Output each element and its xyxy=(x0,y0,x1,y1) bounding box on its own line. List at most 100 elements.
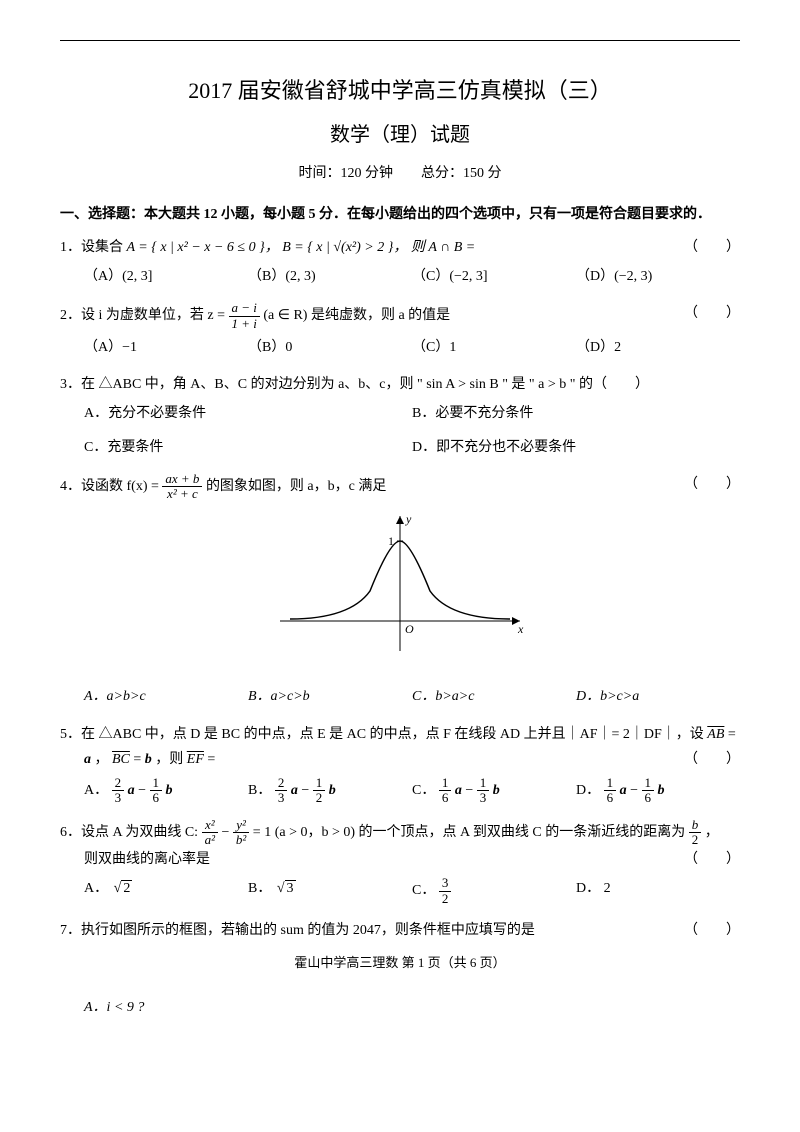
q4-fraction: ax + b x² + c xyxy=(162,472,202,502)
q2-opt-b: （B）0 xyxy=(248,331,412,364)
q2-stem-pre: 2．设 i 为虚数单位，若 z = xyxy=(60,308,229,323)
q5-options: A． 23 a − 16 b B． 23 a − 12 b C． 16 a − … xyxy=(84,772,740,810)
q7-opt-a: A．i < 9 ? xyxy=(84,1000,144,1015)
q5-c-b: b xyxy=(493,783,500,798)
x-label: x xyxy=(517,622,524,636)
q5-a-f1: 23 xyxy=(112,776,125,806)
q5-ab: AB xyxy=(707,727,724,742)
q6-minus: − xyxy=(221,825,232,840)
q1-opt-b: （B）(2, 3) xyxy=(248,260,412,293)
q4-stem-pre: 4．设函数 f(x) = xyxy=(60,479,162,494)
q5-s3: ， xyxy=(95,752,109,767)
q6-opt-c: C． 32 xyxy=(412,872,576,910)
q5-opt-c: C． 16 a − 13 b xyxy=(412,772,576,810)
q5-c-a: a xyxy=(455,783,462,798)
q5-opt-d: D． 16 a − 16 b xyxy=(576,772,740,810)
q6-blank: （ ） xyxy=(684,847,740,872)
q1-opt-a: （A）(2, 3] xyxy=(84,260,248,293)
q5-a: a xyxy=(84,752,91,767)
q3-options: A．充分不必要条件 B．必要不充分条件 C．充要条件 D．即不充分也不必要条件 xyxy=(84,397,740,463)
q6-s1: 6．设点 A 为双曲线 C: xyxy=(60,825,202,840)
page-subtitle: 数学（理）试题 xyxy=(60,117,740,153)
question-6: 6．设点 A 为双曲线 C: x²a² − y²b² = 1 (a > 0，b … xyxy=(60,818,740,910)
q5-opt-a: A． 23 a − 16 b xyxy=(84,772,248,810)
question-1: 1．设集合 A = { x | x² − x − 6 ≤ 0 }， B = { … xyxy=(60,235,740,293)
question-2: 2．设 i 为虚数单位，若 z = a − i 1 + i (a ∈ R) 是纯… xyxy=(60,301,740,364)
q5-b-pre: B． xyxy=(248,783,271,798)
q5-b: b xyxy=(145,752,152,767)
q5-bc: BC xyxy=(112,752,130,767)
q6-line2: 则双曲线的离心率是 xyxy=(84,852,210,867)
section-text: 一、选择题：本大题共 12 小题，每小题 5 分．在每小题给出的四个选项中，只有… xyxy=(60,207,711,222)
q1-opt-d: （D）(−2, 3) xyxy=(576,260,740,293)
q5-s4: = xyxy=(133,752,144,767)
q2-fraction: a − i 1 + i xyxy=(229,301,260,331)
q3-stem: 3．在 △ABC 中，角 A、B、C 的对边分别为 a、b、c，则 " sin … xyxy=(60,377,649,392)
q6-c-pre: C． xyxy=(412,883,435,898)
q6-opt-b: B． 3 xyxy=(248,872,412,910)
q5-a-pre: A． xyxy=(84,783,108,798)
q2-options: （A）−1 （B）0 （C）1 （D）2 xyxy=(84,331,740,364)
q5-line2: a ， BC = b ，则 EF = xyxy=(84,752,215,767)
q5-d-f1: 16 xyxy=(604,776,617,806)
q6-opt-a: A． 2 xyxy=(84,872,248,910)
q7-blank: （ ） xyxy=(684,918,740,943)
q5-ef: EF xyxy=(187,752,204,767)
origin-label: O xyxy=(405,622,414,636)
q6-d-pre: D． xyxy=(576,881,600,896)
q1-opt-c: （C）(−2, 3] xyxy=(412,260,576,293)
q1-blank: （ ） xyxy=(684,235,740,260)
q6-f3: b2 xyxy=(689,818,702,848)
q6-b-sqrt: 3 xyxy=(275,876,296,901)
q5-c-f2: 13 xyxy=(477,776,490,806)
q6-d-val: 2 xyxy=(604,881,611,896)
q6-options: A． 2 B． 3 C． 32 D． 2 xyxy=(84,872,740,910)
q4-frac-num: ax + b xyxy=(162,472,202,487)
q2-blank: （ ） xyxy=(684,301,740,326)
q5-c-f1: 16 xyxy=(439,776,452,806)
q3-opt-a: A．充分不必要条件 xyxy=(84,397,412,430)
bell-curve-svg: 1 O x y xyxy=(270,511,530,661)
q5-a-a: a xyxy=(128,783,135,798)
q5-b-b: b xyxy=(329,783,336,798)
q2-opt-c: （C）1 xyxy=(412,331,576,364)
y-arrow xyxy=(396,516,404,524)
q5-a-f2: 16 xyxy=(150,776,163,806)
page-footer: 霍山中学高三理数 第 1 页（共 6 页） xyxy=(60,951,740,974)
q5-b-f1: 23 xyxy=(275,776,288,806)
q5-d-pre: D． xyxy=(576,783,600,798)
q6-opt-d: D． 2 xyxy=(576,872,740,910)
question-7: 7．执行如图所示的框图，若输出的 sum 的值为 2047，则条件框中应填写的是… xyxy=(60,918,740,943)
page-title: 2017 届安徽省舒城中学高三仿真模拟（三） xyxy=(60,71,740,111)
q5-d-b: b xyxy=(658,783,665,798)
q2-opt-d: （D）2 xyxy=(576,331,740,364)
section-heading: 一、选择题：本大题共 12 小题，每小题 5 分．在每小题给出的四个选项中，只有… xyxy=(60,202,740,227)
q6-f2: y²b² xyxy=(233,818,249,848)
q5-b-minus: − xyxy=(301,783,312,798)
q4-opt-b: B．a>c>b xyxy=(248,680,412,713)
q5-d-minus: − xyxy=(630,783,641,798)
q7-opts: A．i < 9 ? xyxy=(60,995,740,1020)
question-5: 5．在 △ABC 中，点 D 是 BC 的中点，点 E 是 AC 的中点，点 F… xyxy=(60,722,740,810)
q4-blank: （ ） xyxy=(684,472,740,497)
q5-s1: 5．在 △ABC 中，点 D 是 BC 的中点，点 E 是 AC 的中点，点 F… xyxy=(60,727,707,742)
q5-c-minus: − xyxy=(465,783,476,798)
tick-1-label: 1 xyxy=(388,534,394,548)
q6-f1: x²a² xyxy=(202,818,218,848)
q4-frac-den: x² + c xyxy=(162,487,202,501)
question-4: 4．设函数 f(x) = ax + b x² + c 的图象如图，则 a，b，c… xyxy=(60,472,740,714)
q5-c-pre: C． xyxy=(412,783,435,798)
exam-meta: 时间：120 分钟 总分：150 分 xyxy=(60,161,740,186)
q5-s2: = xyxy=(728,727,736,742)
q6-a-sqrt: 2 xyxy=(112,876,133,901)
q4-opt-a: A．a>b>c xyxy=(84,680,248,713)
q2-opt-a: （A）−1 xyxy=(84,331,248,364)
q5-blank: （ ） xyxy=(684,747,740,772)
q4-options: A．a>b>c B．a>c>b C．b>a>c D．b>c>a xyxy=(84,680,740,713)
q2-frac-den: 1 + i xyxy=(229,317,260,331)
q2-frac-num: a − i xyxy=(229,301,260,316)
q1-stem-mid: A = { x | x² − x − 6 ≤ 0 }， B = { x | √(… xyxy=(127,240,476,255)
q3-opt-b: B．必要不充分条件 xyxy=(412,397,740,430)
q4-graph: 1 O x y xyxy=(60,511,740,670)
question-3: 3．在 △ABC 中，角 A、B、C 的对边分别为 a、b、c，则 " sin … xyxy=(60,372,740,464)
